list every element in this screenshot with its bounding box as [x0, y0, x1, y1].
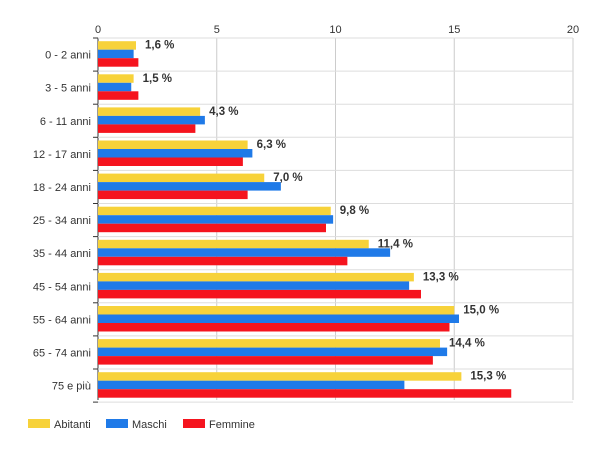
category-label: 55 - 64 anni — [33, 314, 91, 326]
bar-maschi — [98, 314, 459, 323]
bar-femmine — [98, 223, 326, 233]
data-labels: 1,6 % 1,5 % 4,3 % 6,3 % 7,0 % 9,8 % 11,4 % 13,3… — [143, 40, 507, 383]
category-label: 12 - 17 anni — [33, 149, 91, 161]
category-label: 6 - 11 anni — [40, 116, 91, 128]
bar-femmine — [98, 124, 196, 133]
bar-abitanti — [98, 206, 331, 216]
x-tick-label: 20 — [567, 24, 579, 36]
bar-abitanti — [98, 272, 414, 282]
bar-abitanti — [98, 74, 134, 83]
bar-maschi — [98, 82, 132, 92]
category-label: 25 - 34 anni — [33, 215, 91, 227]
bar-femmine — [98, 190, 248, 200]
bar-femmine — [98, 389, 512, 398]
data-label: 13,3 % — [423, 271, 459, 283]
category-label: 35 - 44 anni — [33, 248, 91, 260]
legend: Abitanti Maschi Femmine — [28, 419, 255, 431]
bar-maschi — [98, 115, 205, 125]
category-label: 45 - 54 anni — [33, 281, 91, 293]
data-label: 9,8 % — [340, 205, 369, 217]
category-label: 0 - 2 anni — [45, 50, 91, 62]
bar-abitanti — [98, 306, 455, 315]
bar-abitanti — [98, 173, 265, 183]
bar-femmine — [98, 323, 450, 332]
data-label: 6,3 % — [257, 139, 286, 151]
legend-swatch — [106, 419, 128, 428]
data-label: 14,4 % — [449, 338, 485, 350]
bar-femmine — [98, 356, 433, 365]
bar-femmine — [98, 58, 139, 67]
x-tick-label: 0 — [95, 24, 101, 36]
x-tick-label: 15 — [448, 24, 460, 36]
bar-abitanti — [98, 239, 369, 249]
bar-abitanti — [98, 339, 440, 348]
bar-femmine — [98, 91, 139, 100]
data-label: 7,0 % — [273, 172, 302, 184]
data-label: 1,6 % — [145, 40, 174, 52]
data-label: 4,3 % — [209, 106, 238, 118]
category-label: 3 - 5 anni — [45, 83, 91, 95]
legend-label: Femmine — [209, 419, 255, 431]
category-label: 75 e più — [52, 381, 91, 393]
data-label: 15,0 % — [463, 305, 499, 317]
bar-maschi — [98, 248, 391, 257]
x-axis-ticks: 0 5 10 15 20 — [95, 24, 579, 36]
data-label: 15,3 % — [470, 371, 506, 383]
bars — [98, 41, 512, 398]
legend-label: Abitanti — [54, 419, 91, 431]
x-tick-label: 10 — [329, 24, 341, 36]
legend-label: Maschi — [132, 419, 167, 431]
bar-maschi — [98, 380, 405, 390]
bar-maschi — [98, 281, 410, 290]
grid-lines — [93, 37, 574, 403]
category-label: 65 - 74 anni — [33, 347, 91, 359]
bar-femmine — [98, 157, 243, 166]
bar-abitanti — [98, 41, 136, 50]
bar-abitanti — [98, 140, 248, 149]
bar-maschi — [98, 149, 253, 158]
data-label: 11,4 % — [378, 238, 413, 250]
category-label: 18 - 24 anni — [33, 182, 91, 194]
bar-maschi — [98, 182, 281, 191]
bar-maschi — [98, 215, 334, 224]
legend-swatch — [183, 419, 205, 428]
bar-maschi — [98, 49, 134, 59]
data-label: 1,5 % — [143, 73, 172, 85]
bar-femmine — [98, 256, 348, 266]
x-tick-label: 5 — [214, 24, 220, 36]
bar-maschi — [98, 347, 448, 357]
bar-abitanti — [98, 372, 462, 381]
bar-femmine — [98, 289, 421, 299]
bar-abitanti — [98, 107, 201, 116]
legend-swatch — [28, 419, 50, 428]
y-axis-categories: 0 - 2 anni 3 - 5 anni 6 - 11 anni 12 - 17 a… — [33, 50, 91, 393]
